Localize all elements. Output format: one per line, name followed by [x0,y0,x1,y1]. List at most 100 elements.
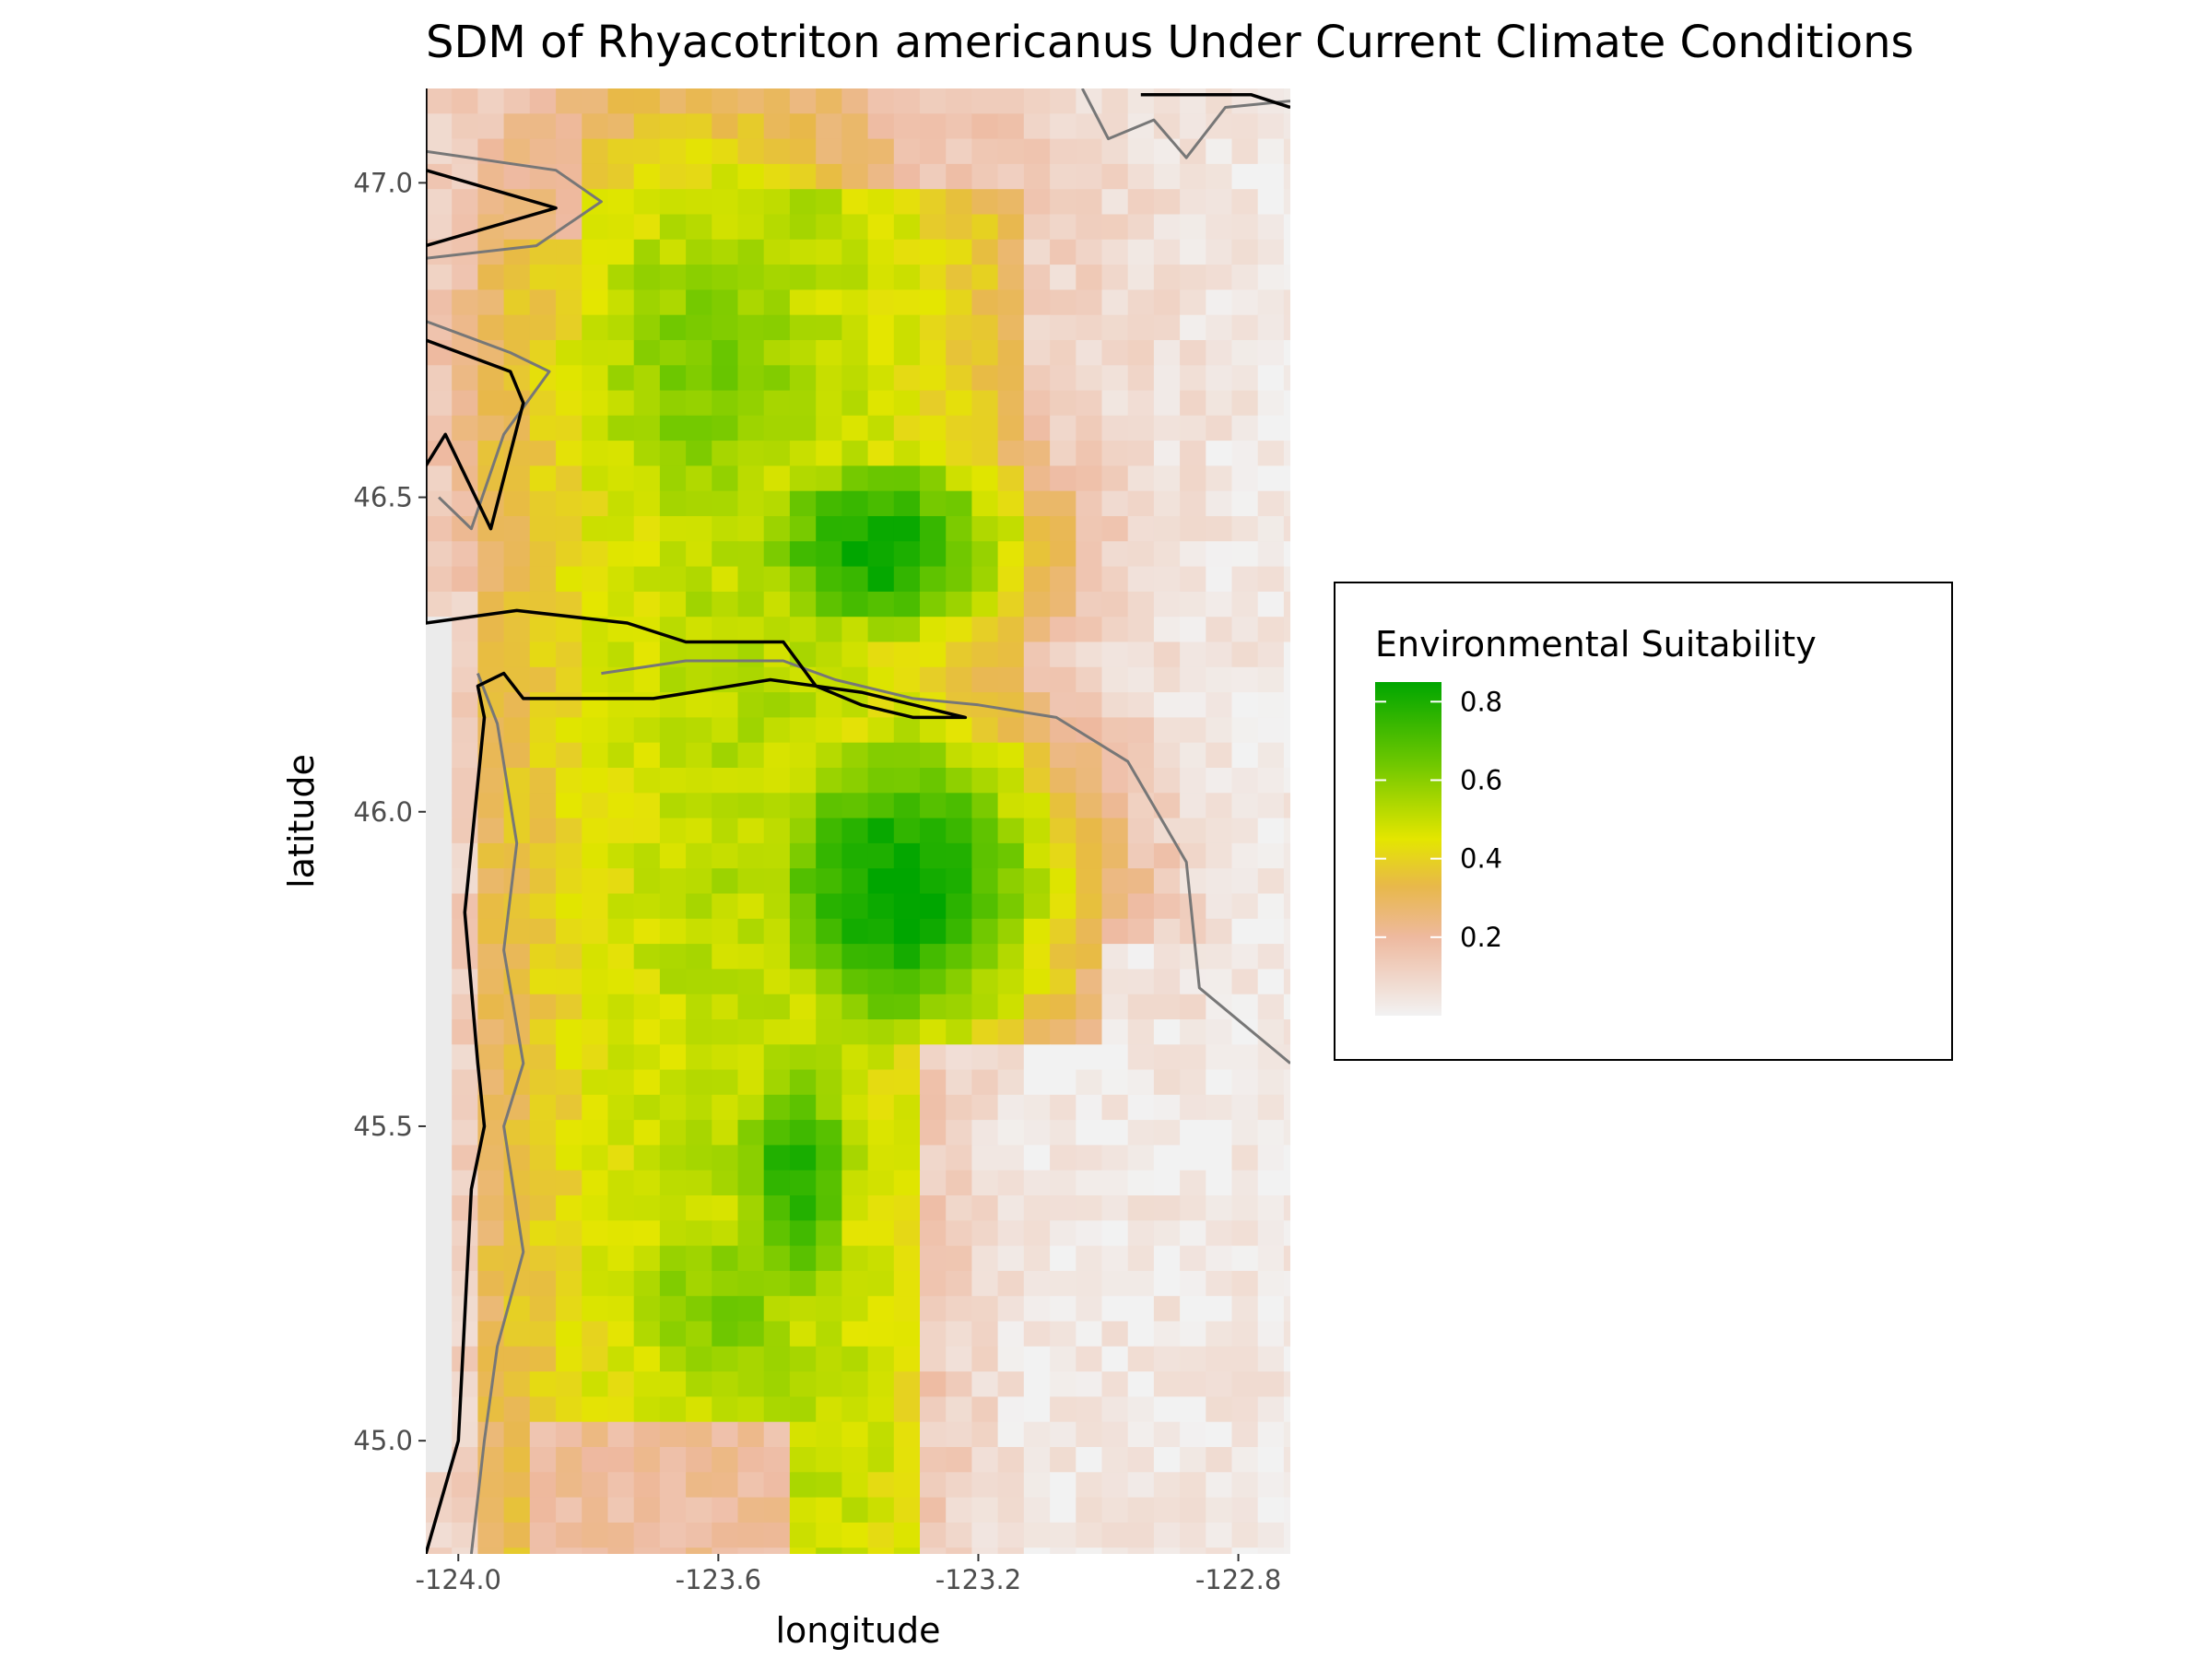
heatmap-cell [633,516,661,542]
heatmap-cell [659,591,687,618]
heatmap-cell [426,365,453,392]
heatmap-cell [633,1019,661,1045]
heatmap-cell [659,918,687,945]
heatmap-cell [1180,768,1206,794]
heatmap-cell [816,289,842,316]
heatmap-cell [1153,842,1181,869]
heatmap-cell [607,818,635,844]
heatmap-cell [997,88,1025,114]
heatmap-cell [1206,893,1233,920]
heatmap-cell [529,265,557,290]
heatmap-cell [867,138,895,165]
heatmap-cell [607,465,635,492]
heatmap-cell [529,1195,557,1221]
heatmap-cell [763,944,791,970]
heatmap-cell [841,842,869,869]
heatmap-cell [1050,88,1077,114]
heatmap-cell [686,944,712,970]
heatmap-cell [867,994,895,1020]
heatmap-cell [1283,289,1290,316]
heatmap-cell [841,1547,869,1554]
heatmap-cell [712,994,739,1020]
heatmap-cell [1127,717,1155,744]
heatmap-cell [426,793,453,819]
heatmap-cell [582,1573,608,1599]
heatmap-cell [633,289,661,316]
heatmap-cell [712,591,739,618]
heatmap-cell [920,465,947,492]
heatmap-cell [607,566,635,593]
heatmap-cell [1283,868,1290,895]
heatmap-cell [582,113,609,140]
heatmap-cell [477,1522,505,1548]
heatmap-cell [659,1069,687,1096]
heatmap-cell [737,415,765,441]
heatmap-cell [556,1120,582,1146]
heatmap-cell [893,1195,921,1221]
heatmap-cell [946,842,972,869]
heatmap-cell [426,1170,453,1196]
heatmap-cell [712,768,739,794]
heatmap-cell [1023,1195,1051,1221]
heatmap-cell [659,189,687,216]
heatmap-cell [867,1522,895,1548]
heatmap-cell [971,113,999,140]
heatmap-cell [633,768,661,794]
heatmap-cell [556,768,582,794]
heatmap-cell [893,365,921,392]
heatmap-cell [1023,842,1051,869]
heatmap-cell [452,415,478,441]
heatmap-cell [867,189,895,216]
heatmap-cell [659,415,687,441]
heatmap-cell [946,1522,972,1548]
heatmap-cell [997,1296,1025,1323]
heatmap-cell [1127,214,1155,241]
heatmap-cell [841,340,869,366]
heatmap-cell [712,717,739,744]
heatmap-cell [1023,1296,1051,1323]
heatmap-cell [997,944,1025,970]
heatmap-cell [633,666,661,693]
heatmap-cell [893,163,921,190]
heatmap-cell [1101,617,1129,643]
heatmap-cell [841,189,869,216]
heatmap-cell [763,1270,791,1297]
heatmap-cell [477,1421,505,1448]
heatmap-cell [426,591,453,618]
heatmap-cell [920,868,947,895]
heatmap-cell [686,314,712,341]
heatmap-cell [556,742,582,769]
heatmap-cell [946,793,972,819]
heatmap-cell [1231,1069,1259,1096]
heatmap-cell [659,1371,687,1397]
heatmap-cell [816,1346,842,1372]
heatmap-cell [1023,994,1051,1020]
heatmap-cell [1283,692,1290,718]
heatmap-cell [1231,868,1259,895]
heatmap-cell [529,441,557,466]
heatmap-cell [1050,163,1077,190]
heatmap-cell [920,692,947,718]
heatmap-cell [426,1195,453,1221]
heatmap-cell [1101,340,1129,366]
heatmap-cell [893,969,921,995]
heatmap-cell [608,1573,635,1599]
heatmap-cell [529,793,557,819]
heatmap-cell [452,138,478,165]
heatmap-cell [1231,818,1259,844]
heatmap-cell [1231,742,1259,769]
heatmap-cell [1206,265,1233,290]
heatmap-cell [737,1019,765,1045]
heatmap-cell [920,1270,947,1297]
heatmap-cell [607,641,635,668]
heatmap-cell [659,1245,687,1272]
heatmap-cell [1102,1573,1129,1599]
heatmap-cell [477,314,505,341]
heatmap-cell [997,1220,1025,1247]
heatmap-cell [893,465,921,492]
heatmap-cell [712,1019,739,1045]
heatmap-cell [529,88,557,114]
heatmap-cell [1101,868,1129,895]
heatmap-cell [633,415,661,441]
heatmap-cell [1153,138,1181,165]
